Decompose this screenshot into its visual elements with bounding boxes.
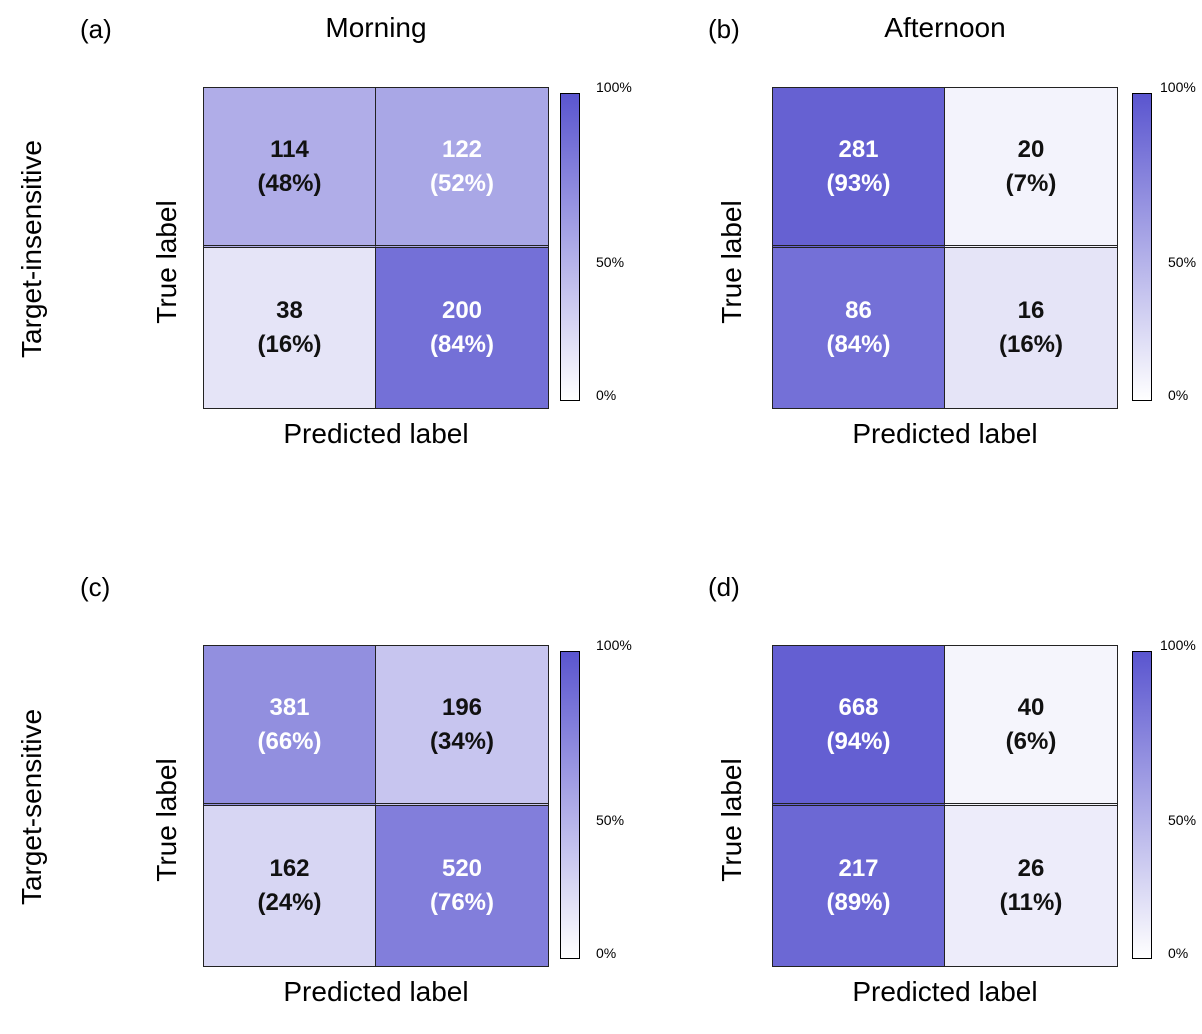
colorbar-tick-0: 0% (1168, 945, 1189, 961)
matrix-cell: 381 (66%) (204, 646, 376, 806)
colorbar-tick-100: 100% (596, 637, 632, 653)
cell-percent: (34%) (429, 727, 495, 755)
cell-percent: (24%) (257, 889, 322, 916)
cell-count: 86 (845, 297, 872, 324)
matrix-cell: 26 (11%) (945, 806, 1117, 966)
colorbar (1132, 651, 1152, 959)
matrix-cell: 217 (89%) (773, 806, 945, 966)
matrix-cell: 520 (76%) (376, 806, 548, 966)
colorbar (560, 93, 580, 401)
colorbar-tick-0: 0% (1168, 387, 1189, 403)
panel-letter-d: (d) (708, 572, 740, 602)
matrix-cell: 16 (16%) (945, 248, 1117, 408)
cell-count: 217 (838, 855, 879, 882)
cell-count: 281 (838, 135, 879, 163)
cell-count: 381 (269, 693, 310, 721)
x-axis-label: Predicted label (852, 976, 1038, 1007)
cell-count: 26 (1017, 855, 1045, 882)
x-axis-label: Predicted label (852, 418, 1038, 449)
matrix-cell: 38 (16%) (204, 248, 376, 408)
matrix-cell: 162 (24%) (204, 806, 376, 966)
x-axis-label: Predicted label (283, 418, 469, 449)
y-axis-label: True label (716, 758, 747, 882)
colorbar-tick-50: 50% (596, 254, 625, 270)
confusion-matrix: 668 (94%) 40 (6%) 217 (89%) 26 (11%) (772, 645, 1118, 967)
matrix-cell: 20 (7%) (945, 88, 1117, 248)
colorbar-tick-100: 100% (1160, 637, 1196, 653)
cell-count: 16 (1017, 297, 1045, 324)
matrix-cell: 200 (84%) (376, 248, 548, 408)
cell-count: 122 (441, 135, 483, 163)
matrix-cell: 196 (34%) (376, 646, 548, 806)
row-label-target-sensitive: Target-sensitive (16, 708, 47, 906)
cell-percent: (84%) (429, 331, 495, 358)
colorbar-tick-50: 50% (1168, 812, 1197, 828)
matrix-cell: 281 (93%) (773, 88, 945, 248)
panel-letter-b: (b) (708, 14, 740, 44)
cell-percent: (89%) (826, 889, 891, 916)
matrix-cell: 86 (84%) (773, 248, 945, 408)
confusion-matrix: 381 (66%) 196 (34%) 162 (24%) 520 (76%) (203, 645, 549, 967)
row-label-target-insensitive: Target-insensitive (16, 140, 47, 358)
panel-letter-c: (c) (80, 572, 111, 602)
y-axis-label: True label (716, 200, 747, 324)
colorbar-tick-50: 50% (1168, 254, 1197, 270)
cell-percent: (7%) (1005, 169, 1057, 197)
colorbar-tick-100: 100% (596, 79, 632, 95)
confusion-matrix: 114 (48%) 122 (52%) 38 (16%) 200 (84%) (203, 87, 549, 409)
colorbar (560, 651, 580, 959)
colorbar-tick-100: 100% (1160, 79, 1196, 95)
y-axis-label: True label (151, 758, 182, 882)
colorbar-tick-0: 0% (596, 945, 617, 961)
cell-percent: (84%) (826, 331, 891, 358)
column-title-afternoon: Afternoon (884, 12, 1006, 43)
cell-percent: (48%) (257, 169, 322, 197)
cell-count: 162 (269, 855, 310, 882)
confusion-matrix: 281 (93%) 20 (7%) 86 (84%) 16 (16%) (772, 87, 1118, 409)
cell-percent: (6%) (1005, 727, 1057, 755)
cell-percent: (16%) (257, 331, 322, 358)
colorbar-tick-0: 0% (596, 387, 617, 403)
cell-count: 114 (270, 135, 309, 163)
y-axis-label: True label (151, 200, 182, 324)
cell-percent: (94%) (826, 727, 891, 755)
cell-count: 520 (441, 855, 483, 882)
cell-percent: (11%) (999, 889, 1063, 916)
matrix-cell: 114 (48%) (204, 88, 376, 248)
matrix-cell: 668 (94%) (773, 646, 945, 806)
cell-percent: (76%) (429, 889, 495, 916)
cell-count: 40 (1017, 693, 1045, 721)
cell-percent: (52%) (429, 169, 495, 197)
cell-percent: (16%) (998, 331, 1064, 358)
cell-count: 38 (276, 297, 303, 324)
cell-percent: (93%) (826, 169, 891, 197)
cell-count: 668 (838, 693, 879, 721)
panel-letter-a: (a) (80, 14, 112, 44)
cell-count: 20 (1017, 135, 1045, 163)
x-axis-label: Predicted label (283, 976, 469, 1007)
matrix-cell: 40 (6%) (945, 646, 1117, 806)
colorbar (1132, 93, 1152, 401)
cell-count: 200 (441, 297, 483, 324)
column-title-morning: Morning (325, 12, 427, 43)
cell-percent: (66%) (257, 727, 322, 755)
cell-count: 196 (441, 693, 483, 721)
matrix-cell: 122 (52%) (376, 88, 548, 248)
colorbar-tick-50: 50% (596, 812, 625, 828)
